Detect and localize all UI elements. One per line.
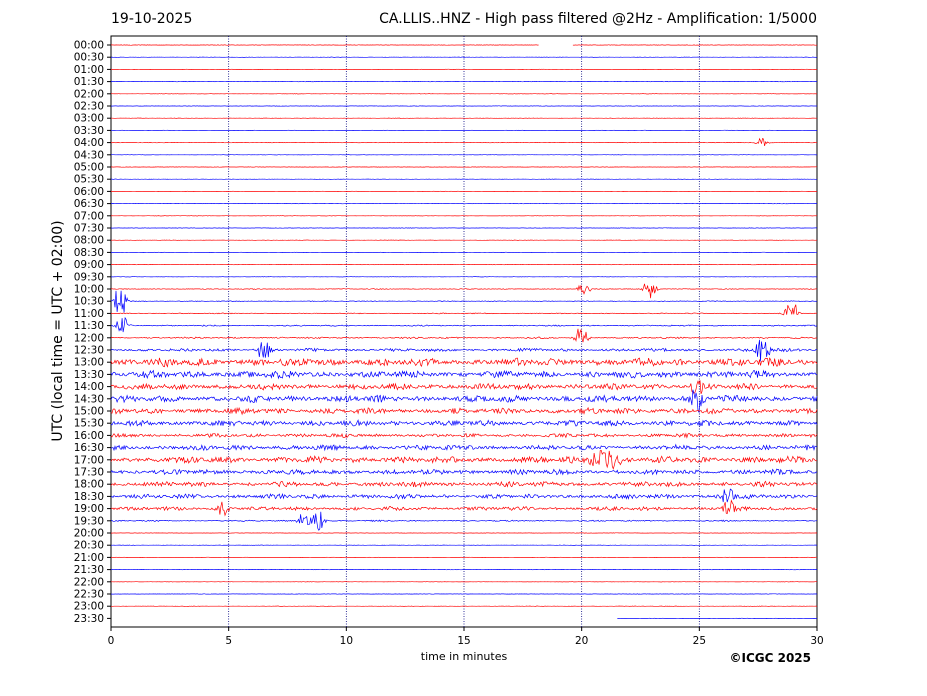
trace-04:00 [110,137,818,146]
y-tick-label-00:30: 00:30 [74,52,104,64]
y-tick-label-07:30: 07:30 [74,223,104,235]
trace-14:00 [110,380,818,395]
y-tick-label-17:00: 17:00 [74,454,104,466]
trace-16:00 [110,432,818,439]
y-tick-label-00:00: 00:00 [74,40,104,52]
y-tick-label-10:30: 10:30 [74,296,104,308]
y-tick-label-13:00: 13:00 [74,357,104,369]
y-tick-label-09:30: 09:30 [74,271,104,283]
x-tick-label-5: 5 [225,635,232,647]
y-tick-label-19:30: 19:30 [74,515,104,527]
date-label: 19-10-2025 [111,11,193,27]
y-tick-label-01:00: 01:00 [74,64,104,76]
y-tick-label-12:00: 12:00 [74,332,104,344]
y-tick-label-06:00: 06:00 [74,186,104,198]
x-axis-label: time in minutes [420,650,508,663]
y-tick-label-15:00: 15:00 [74,406,104,418]
y-tick-label-14:00: 14:00 [74,381,104,393]
trace-12:30 [110,339,817,362]
x-tick-label-0: 0 [108,635,115,647]
y-tick-label-09:00: 09:00 [74,259,104,271]
y-tick-label-11:00: 11:00 [74,308,104,320]
trace-18:30 [111,488,818,503]
trace-18:00 [110,480,818,488]
y-tick-label-22:00: 22:00 [74,576,104,588]
trace-16:30 [110,443,818,452]
trace-11:00 [110,304,818,316]
y-tick-label-19:00: 19:00 [74,503,104,515]
trace-15:30 [110,419,818,428]
y-tick-label-13:30: 13:30 [74,369,104,381]
y-tick-label-08:30: 08:30 [74,247,104,259]
y-tick-label-05:00: 05:00 [74,162,104,174]
trace-11:30 [110,316,818,333]
y-tick-label-07:00: 07:00 [74,210,104,222]
y-tick-label-16:30: 16:30 [74,442,104,454]
y-tick-label-23:00: 23:00 [74,601,104,613]
chart-title: CA.LLIS..HNZ - High pass filtered @2Hz -… [379,11,817,27]
y-tick-label-05:30: 05:30 [74,174,104,186]
trace-13:30 [110,369,818,380]
trace-15:00 [110,406,818,416]
y-tick-label-04:30: 04:30 [74,149,104,161]
y-tick-label-18:30: 18:30 [74,491,104,503]
trace-10:30 [110,290,818,313]
y-tick-label-21:00: 21:00 [74,552,104,564]
y-tick-label-16:00: 16:00 [74,430,104,442]
y-tick-label-17:30: 17:30 [74,467,104,479]
trace-13:00 [110,357,818,368]
trace-10:00 [110,283,818,299]
trace-12:00 [110,328,818,343]
trace-17:30 [110,468,818,476]
y-tick-label-23:30: 23:30 [74,613,104,625]
y-tick-label-03:30: 03:30 [74,125,104,137]
y-tick-label-12:30: 12:30 [74,345,104,357]
y-tick-label-22:30: 22:30 [74,589,104,601]
y-tick-label-10:00: 10:00 [74,284,104,296]
trace-17:00 [110,449,817,470]
y-tick-label-11:30: 11:30 [74,320,104,332]
trace-19:00 [110,499,818,517]
y-tick-label-20:30: 20:30 [74,540,104,552]
y-tick-label-02:30: 02:30 [74,101,104,113]
y-tick-label-14:30: 14:30 [74,393,104,405]
copyright-label: ©ICGC 2025 [729,651,811,665]
x-tick-label-15: 15 [457,635,470,647]
x-tick-label-30: 30 [810,635,823,647]
y-tick-label-06:30: 06:30 [74,198,104,210]
y-tick-label-04:00: 04:00 [74,137,104,149]
y-tick-label-03:00: 03:00 [74,113,104,125]
trace-19:30 [110,511,818,531]
y-tick-label-08:00: 08:00 [74,235,104,247]
x-tick-label-25: 25 [693,635,706,647]
trace-00:00 [111,44,818,46]
x-tick-label-10: 10 [340,635,353,647]
y-tick-label-15:30: 15:30 [74,418,104,430]
y-tick-label-21:30: 21:30 [74,564,104,576]
y-tick-label-01:30: 01:30 [74,76,104,88]
y-tick-label-02:00: 02:00 [74,88,104,100]
trace-14:30 [110,389,818,414]
y-axis-label: UTC (local time = UTC + 02:00) [50,220,66,442]
x-tick-label-20: 20 [575,635,588,647]
y-tick-label-20:00: 20:00 [74,528,104,540]
y-tick-label-18:00: 18:00 [74,479,104,491]
